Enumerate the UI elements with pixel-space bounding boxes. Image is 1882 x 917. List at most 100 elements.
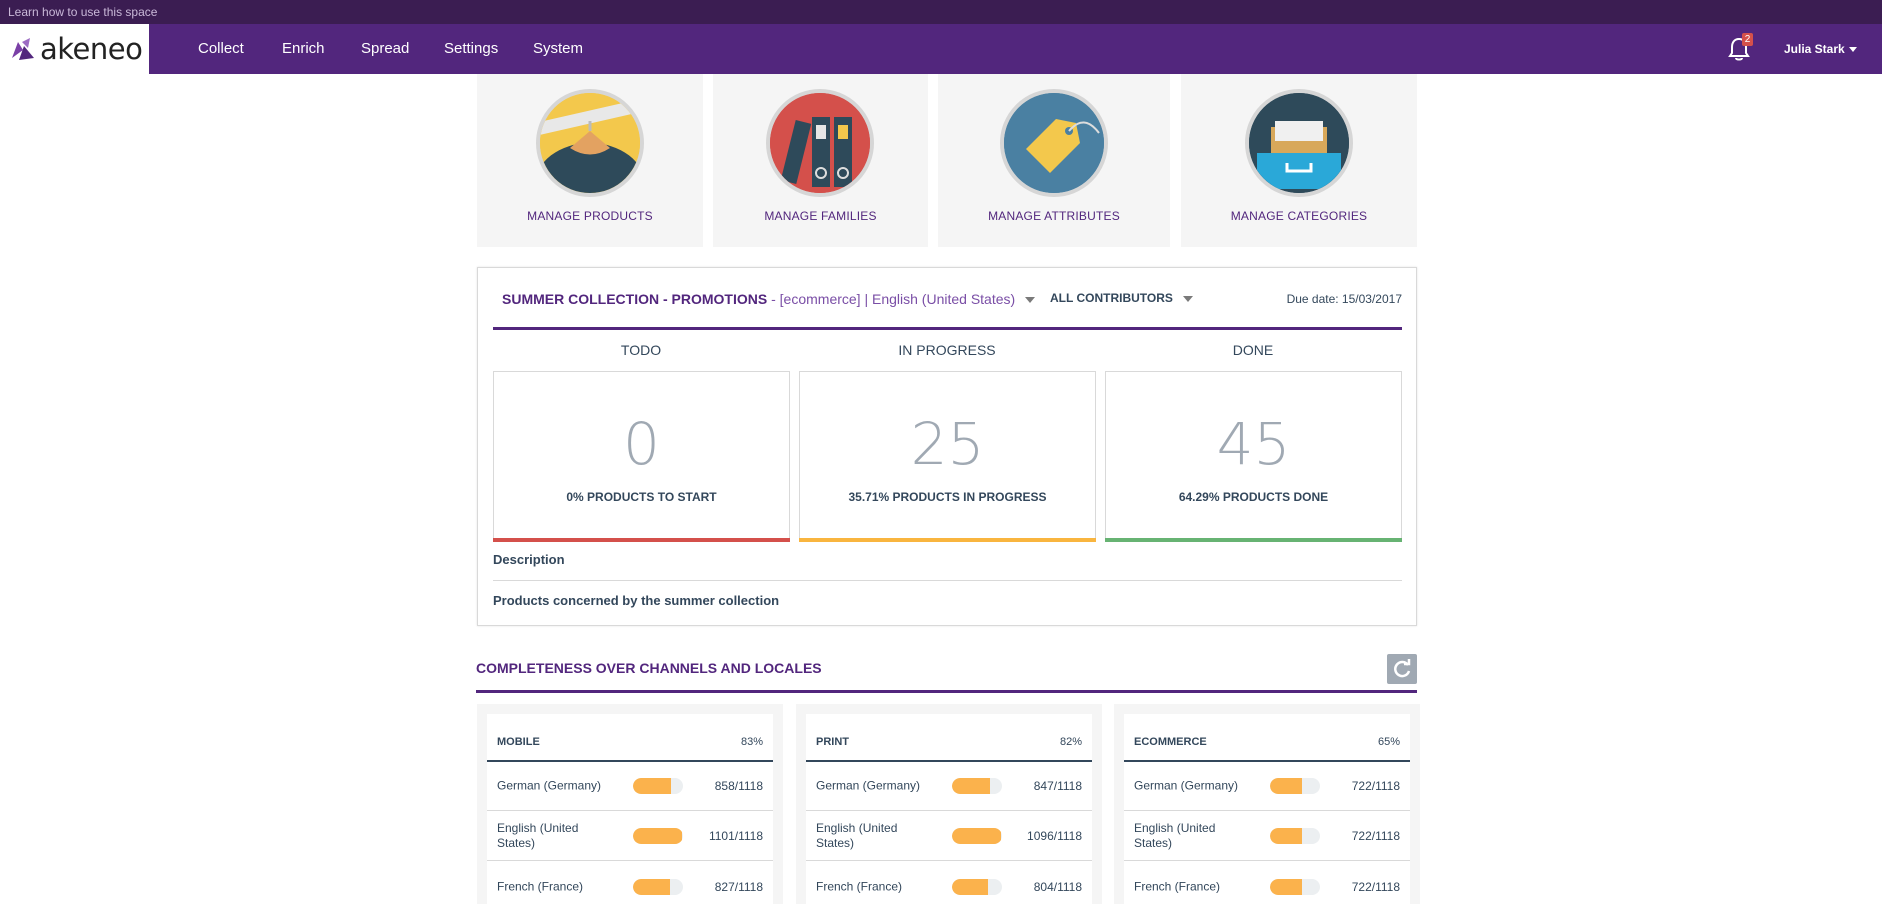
logo-text: akeneo xyxy=(40,32,143,66)
in-progress-status-bar xyxy=(799,538,1096,542)
tile-manage-products[interactable]: MANAGE PRODUCTS xyxy=(477,74,703,247)
channel-name: MOBILE xyxy=(497,736,540,748)
project-name: SUMMER COLLECTION - PROMOTIONS xyxy=(502,291,768,307)
completeness-title: COMPLETENESS OVER CHANNELS AND LOCALES xyxy=(476,660,822,676)
nav-spread[interactable]: Spread xyxy=(361,40,410,57)
nav-enrich[interactable]: Enrich xyxy=(282,40,325,57)
todo-caption: 0% PRODUCTS TO START xyxy=(566,490,717,504)
tile-label: MANAGE CATEGORIES xyxy=(1230,209,1368,223)
locale-row: English (United States) 1096/1118 xyxy=(806,812,1092,861)
column-title-todo: TODO xyxy=(620,342,662,358)
akeneo-logo-icon xyxy=(12,38,34,60)
locale-row: English (United States) 722/1118 xyxy=(1124,812,1410,861)
todo-box[interactable]: 0 0% PRODUCTS TO START xyxy=(493,371,790,542)
in-progress-box[interactable]: 25 35.71% PRODUCTS IN PROGRESS xyxy=(799,371,1096,542)
tag-icon xyxy=(1000,89,1108,197)
locale-row: German (Germany) 722/1118 xyxy=(1124,762,1410,811)
todo-status-bar xyxy=(493,538,790,542)
completeness-bar xyxy=(1270,828,1320,844)
locale-count: 804/1118 xyxy=(1033,879,1082,894)
tile-label: MANAGE ATTRIBUTES xyxy=(988,209,1120,223)
locale-count: 858/1118 xyxy=(714,779,763,793)
channel-percent: 83% xyxy=(740,736,763,748)
locale-name: English (United States) xyxy=(1134,821,1216,850)
project-scope: - [ecommerce] | English (United States) xyxy=(767,291,1016,307)
help-bar: Learn how to use this space xyxy=(0,0,1882,24)
caret-down-icon xyxy=(1025,297,1036,304)
caret-down-icon xyxy=(1182,295,1193,302)
due-date: Due date: 15/03/2017 xyxy=(1286,292,1402,306)
completeness-bar xyxy=(633,778,683,794)
channel-percent: 82% xyxy=(1059,736,1082,748)
locale-row: French (France) 827/1118 xyxy=(487,862,773,911)
locale-name: German (Germany) xyxy=(497,778,602,793)
channel-name: ECOMMERCE xyxy=(1134,736,1207,748)
akeneo-logo[interactable]: akeneo xyxy=(0,24,149,74)
binders-icon xyxy=(766,89,874,197)
divider xyxy=(493,580,1402,581)
user-menu[interactable]: Julia Stark xyxy=(1784,24,1857,74)
locale-row: German (Germany) 858/1118 xyxy=(487,762,773,811)
locale-name: French (France) xyxy=(497,879,584,893)
user-name: Julia Stark xyxy=(1784,42,1845,56)
done-box[interactable]: 45 64.29% PRODUCTS DONE xyxy=(1105,371,1402,542)
in-progress-caption: 35.71% PRODUCTS IN PROGRESS xyxy=(848,490,1047,504)
locale-name: French (France) xyxy=(1134,879,1221,893)
channel-header: ECOMMERCE 65% xyxy=(1124,714,1410,762)
channel-header: MOBILE 83% xyxy=(487,714,773,762)
channel-card-ecommerce: ECOMMERCE 65% German (Germany) 722/1118 … xyxy=(1114,704,1420,904)
chevron-down-icon xyxy=(1848,47,1857,53)
contributors-filter[interactable]: ALL CONTRIBUTORS xyxy=(1050,291,1193,305)
completeness-bar xyxy=(952,828,1002,844)
refresh-button[interactable] xyxy=(1387,654,1417,684)
tile-label: MANAGE FAMILIES xyxy=(764,209,877,223)
main-navbar: akeneo Collect Enrich Spread Settings Sy… xyxy=(0,24,1882,74)
done-count: 45 xyxy=(1216,410,1291,478)
channel-name: PRINT xyxy=(816,736,849,748)
channel-percent: 65% xyxy=(1377,736,1400,748)
completeness-bar xyxy=(952,778,1002,794)
tile-label: MANAGE PRODUCTS xyxy=(527,209,653,223)
column-title-done: DONE xyxy=(1232,342,1274,358)
nav-system[interactable]: System xyxy=(533,40,584,57)
locale-count: 847/1118 xyxy=(1033,779,1082,793)
todo-count: 0 xyxy=(623,410,660,478)
nav-settings[interactable]: Settings xyxy=(444,40,499,57)
locale-row: French (France) 804/1118 xyxy=(806,862,1092,911)
tile-manage-families[interactable]: MANAGE FAMILIES xyxy=(713,74,928,247)
in-progress-count: 25 xyxy=(910,410,985,478)
completeness-bar xyxy=(952,878,1002,895)
contributors-label: ALL CONTRIBUTORS xyxy=(1050,291,1173,305)
tile-manage-attributes[interactable]: MANAGE ATTRIBUTES xyxy=(938,74,1170,247)
locale-count: 722/1118 xyxy=(1351,829,1400,843)
locale-count: 722/1118 xyxy=(1351,779,1400,793)
nav-collect[interactable]: Collect xyxy=(198,40,244,57)
completeness-bar xyxy=(1270,778,1320,794)
locale-count: 1101/1118 xyxy=(708,829,763,843)
locale-row: German (Germany) 847/1118 xyxy=(806,762,1092,811)
locale-row: English (United States) 1101/1118 xyxy=(487,812,773,861)
project-selector[interactable]: SUMMER COLLECTION - PROMOTIONS - [ecomme… xyxy=(502,291,1036,307)
locale-count: 722/1118 xyxy=(1351,879,1400,894)
locale-row: French (France) 722/1118 xyxy=(1124,862,1410,911)
locale-name: French (France) xyxy=(816,879,903,893)
completeness-bar xyxy=(1270,878,1320,895)
tile-manage-categories[interactable]: MANAGE CATEGORIES xyxy=(1181,74,1417,247)
completeness-bar xyxy=(633,828,683,844)
refresh-icon xyxy=(1394,659,1411,678)
help-link[interactable]: Learn how to use this space xyxy=(8,5,158,19)
locale-name: English (United States) xyxy=(816,821,898,850)
done-status-bar xyxy=(1105,538,1402,542)
column-title-in-progress: IN PROGRESS xyxy=(898,342,996,358)
channel-card-mobile: MOBILE 83% German (Germany) 858/1118 Eng… xyxy=(477,704,783,904)
description-label: Description xyxy=(493,552,565,567)
hanger-icon xyxy=(536,89,644,197)
drawer-icon xyxy=(1245,89,1353,197)
done-caption: 64.29% PRODUCTS DONE xyxy=(1178,490,1329,504)
locale-count: 827/1118 xyxy=(714,879,763,894)
locale-name: English (United States) xyxy=(497,821,579,850)
completeness-bar xyxy=(633,878,683,895)
notification-badge: 2 xyxy=(1742,33,1753,46)
channel-header: PRINT 82% xyxy=(806,714,1092,762)
locale-name: German (Germany) xyxy=(1134,778,1239,793)
